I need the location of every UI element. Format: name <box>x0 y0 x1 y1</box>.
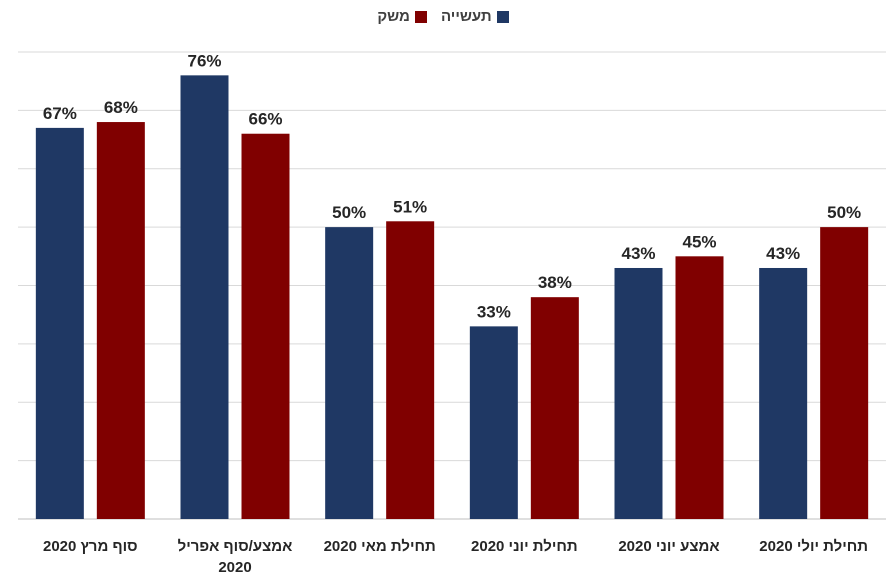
category-label: אמצע/סוף אפריל <box>178 538 293 555</box>
bar <box>386 221 435 519</box>
category-label: אמצע יוני 2020 <box>618 538 719 555</box>
data-label: 38% <box>538 273 572 292</box>
data-label: 67% <box>43 104 77 123</box>
data-label: 76% <box>187 51 221 70</box>
data-label: 50% <box>827 203 861 222</box>
legend-label-economy: משק <box>377 8 410 25</box>
data-label: 50% <box>332 203 366 222</box>
data-label: 43% <box>621 244 655 263</box>
legend-swatch-industry <box>496 10 509 23</box>
legend: משק תעשייה <box>0 8 886 25</box>
category-label: סוף מרץ 2020 <box>43 538 138 555</box>
bar <box>675 256 724 519</box>
data-label: 33% <box>477 302 511 321</box>
category-label: תחילת מאי 2020 <box>324 538 436 555</box>
legend-item-industry: תעשייה <box>441 8 509 25</box>
legend-label-industry: תעשייה <box>440 8 492 25</box>
category-label: תחילת יולי 2020 <box>759 538 868 555</box>
data-label: 45% <box>682 232 716 251</box>
category-label: תחילת יוני 2020 <box>471 538 578 555</box>
bar <box>469 326 518 519</box>
bar <box>759 267 808 519</box>
bar <box>35 127 84 519</box>
bar <box>325 227 374 519</box>
bar <box>530 297 579 519</box>
bar <box>96 122 145 520</box>
bar <box>614 267 663 519</box>
bar <box>820 227 869 519</box>
data-label: 66% <box>248 110 282 129</box>
legend-item-economy: משק <box>377 8 427 25</box>
data-label: 51% <box>393 197 427 216</box>
bar <box>241 133 290 519</box>
bar <box>180 75 229 519</box>
data-label: 43% <box>766 244 800 263</box>
category-label: 2020 <box>218 559 251 576</box>
data-label: 68% <box>104 98 138 117</box>
legend-swatch-economy <box>414 10 427 23</box>
